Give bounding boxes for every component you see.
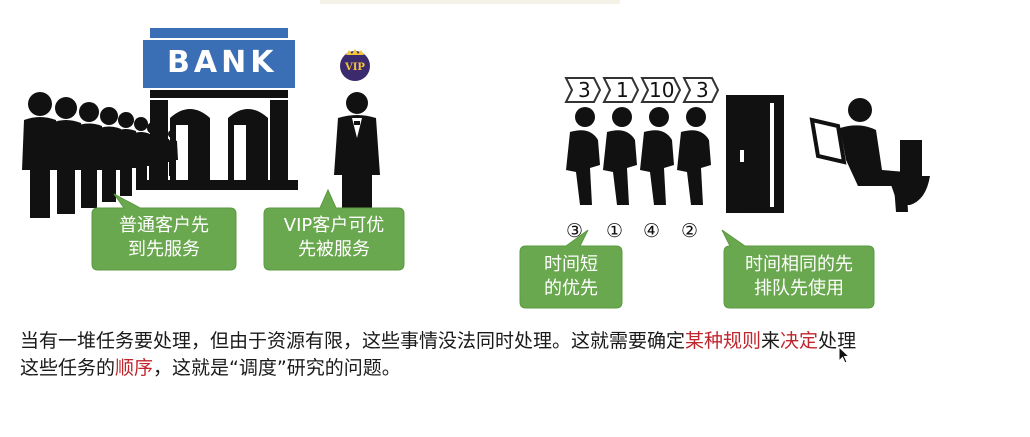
customer-queue-icon xyxy=(22,92,178,218)
waiting-person-icon xyxy=(603,107,637,205)
callout-same-line1: 时间相同的先 xyxy=(745,254,853,275)
door-icon xyxy=(726,95,784,213)
callout-normal-line2: 到先服务 xyxy=(128,239,200,260)
para-highlight-decide: 决定 xyxy=(780,330,819,352)
callout-same-time xyxy=(721,229,875,309)
para-highlight-order: 顺序 xyxy=(115,357,154,379)
ticket-number: 3 xyxy=(578,78,591,102)
bank-sign: BANK xyxy=(167,45,278,80)
queue-person-icon xyxy=(22,92,58,218)
para-text: 处理 xyxy=(818,330,857,352)
callout-normal-customers xyxy=(91,193,237,271)
vip-customer-icon xyxy=(334,49,380,222)
waiting-person-icon xyxy=(677,107,711,205)
callout-short-text: 时间短 的优先 xyxy=(520,253,622,301)
callout-vip-line2: 先被服务 xyxy=(298,239,370,260)
ticket-number: 3 xyxy=(696,78,709,102)
ticket-number: 1 xyxy=(616,78,629,102)
ticket-number: 10 xyxy=(649,78,675,102)
order-mark: ① xyxy=(606,220,624,242)
callout-same-text: 时间相同的先 排队先使用 xyxy=(724,253,874,301)
callout-vip-customers xyxy=(263,188,405,271)
callout-short-line1: 时间短 xyxy=(544,254,598,275)
para-text: 当有一堆任务要处理，但由于资源有限，这些事情没法同时处理。这就需要确定 xyxy=(20,330,686,352)
para-text: 来 xyxy=(761,330,781,352)
order-mark: ② xyxy=(681,220,699,242)
callout-same-line2: 排队先使用 xyxy=(754,278,844,299)
callout-vip-line1: VIP客户可优 xyxy=(283,215,385,236)
order-mark: ④ xyxy=(643,220,661,242)
waiting-person-icon xyxy=(566,107,600,205)
callout-short-line2: 的优先 xyxy=(544,278,598,299)
callout-normal-line1: 普通客户先 xyxy=(119,215,209,236)
top-decoration xyxy=(320,0,620,4)
vip-badge-icon xyxy=(340,51,370,81)
vip-badge-label: VIP xyxy=(345,62,365,73)
order-mark: ③ xyxy=(566,220,584,242)
callout-short-time xyxy=(519,229,623,309)
para-highlight-rule: 某种规则 xyxy=(685,330,762,352)
callout-vip-text: VIP客户可优 先被服务 xyxy=(264,214,404,262)
ticket-icon xyxy=(564,77,720,103)
scheduling-description: 当有一堆任务要处理，但由于资源有限，这些事情没法同时处理。这就需要确定某种规则来… xyxy=(20,328,1010,382)
para-text: ，这就是“调度”研究的问题。 xyxy=(153,357,401,379)
para-text: 这些任务的 xyxy=(20,357,116,379)
queue-person-icon xyxy=(49,97,83,214)
toilet-reader-icon xyxy=(809,98,930,212)
callout-normal-text: 普通客户先 到先服务 xyxy=(92,214,236,262)
mouse-cursor-icon xyxy=(838,346,850,364)
queue-person-icon xyxy=(166,130,178,176)
waiting-person-icon xyxy=(640,107,674,205)
